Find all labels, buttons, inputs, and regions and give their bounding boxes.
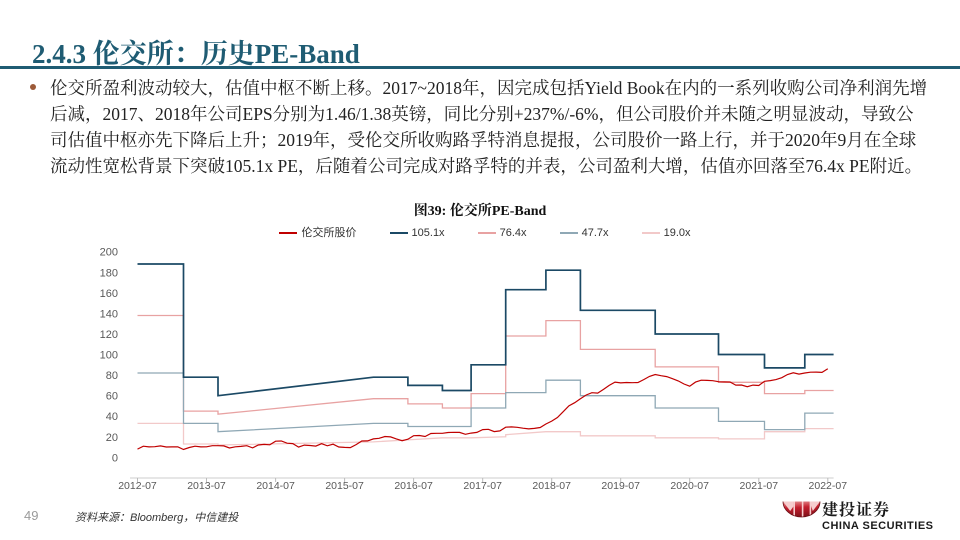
svg-text:20: 20 [106,432,118,444]
svg-text:80: 80 [106,370,118,382]
svg-text:60: 60 [106,391,118,403]
svg-text:160: 160 [100,288,118,300]
svg-text:180: 180 [100,267,118,279]
svg-text:0: 0 [112,452,118,464]
svg-text:200: 200 [100,247,118,259]
svg-text:120: 120 [100,329,118,341]
svg-text:100: 100 [100,350,118,362]
svg-text:40: 40 [106,411,118,423]
svg-text:140: 140 [100,308,118,320]
